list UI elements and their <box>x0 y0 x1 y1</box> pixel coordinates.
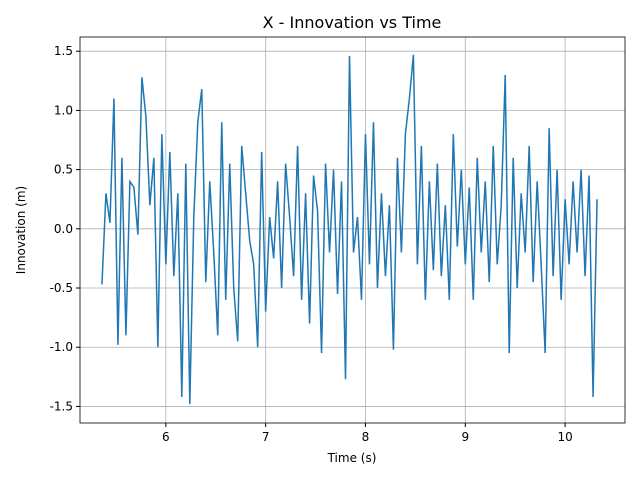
y-tick-label: 1.0 <box>54 103 73 117</box>
y-axis-label: Innovation (m) <box>14 186 28 274</box>
x-tick-label: 10 <box>557 430 572 444</box>
y-tick-label: 0.0 <box>54 222 73 236</box>
x-tick-label: 9 <box>461 430 469 444</box>
x-tick-label: 6 <box>162 430 170 444</box>
plot-frame <box>79 36 626 424</box>
y-tick-label: -1.0 <box>50 340 73 354</box>
chart-title: X - Innovation vs Time <box>263 13 442 32</box>
line-series <box>101 54 598 405</box>
x-tick-label: 7 <box>262 430 270 444</box>
y-tick-label: 1.5 <box>54 44 73 58</box>
y-tick-label: -1.5 <box>50 399 73 413</box>
y-tick-label: 0.5 <box>54 163 73 177</box>
y-tick-label: -0.5 <box>50 281 73 295</box>
x-axis-label: Time (s) <box>327 451 377 465</box>
x-tick-label: 8 <box>362 430 370 444</box>
